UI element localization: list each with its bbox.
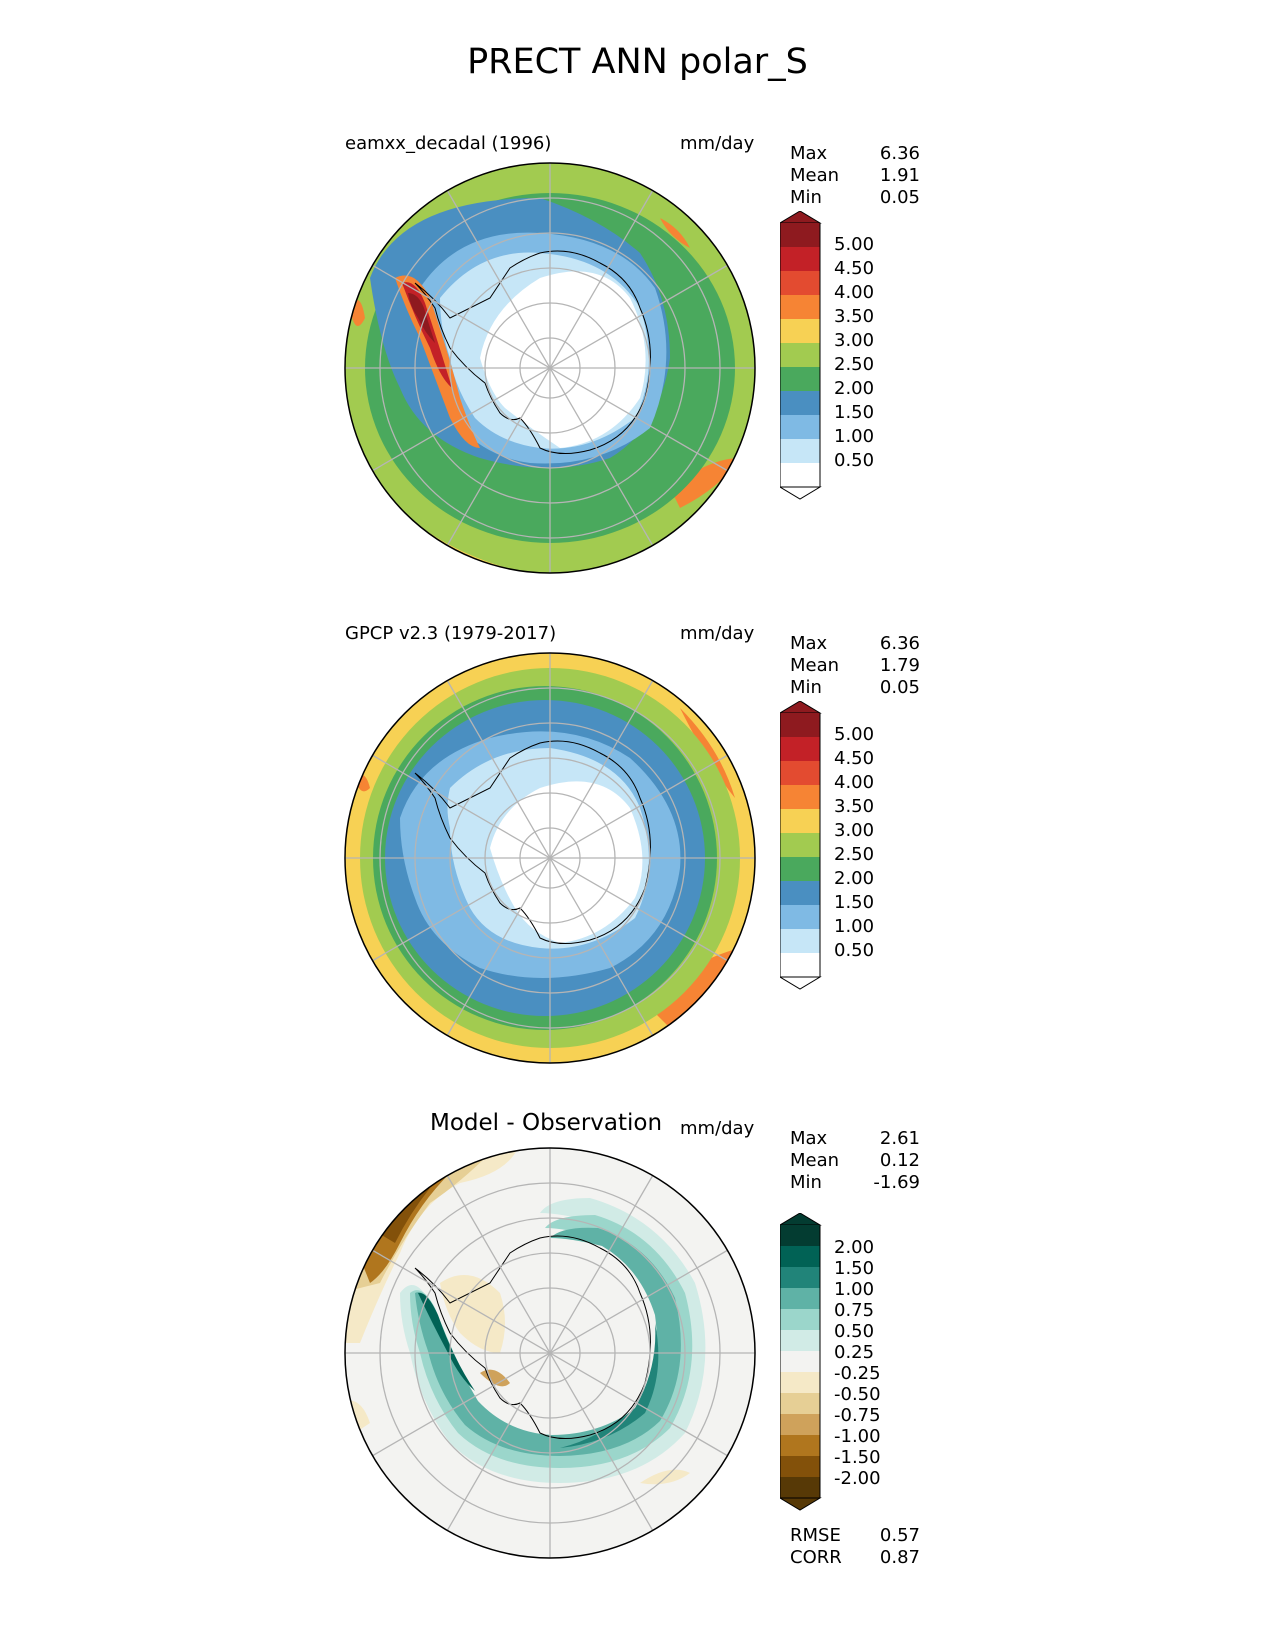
panel-test: eamxx_decadal (1996) mm/day <box>0 133 1275 623</box>
panel-reference: GPCP v2.3 (1979-2017) mm/day <box>0 623 1275 1113</box>
stat-mean: Mean 1.91 <box>790 165 920 186</box>
units-label: mm/day <box>680 623 755 644</box>
difference-field <box>345 1148 755 1558</box>
colorbar-reference <box>780 701 822 990</box>
map-boundary <box>344 652 756 1064</box>
metric-corr: CORR 0.87 <box>790 1547 920 1568</box>
stat-max: Max 6.36 <box>790 633 920 654</box>
colorbar-difference <box>780 1213 822 1511</box>
panel-title: Model - Observation <box>430 1110 663 1136</box>
polar-map-reference <box>344 652 756 1064</box>
polar-map-difference <box>344 1147 756 1559</box>
precip-field <box>345 163 755 573</box>
stat-mean: Mean 0.12 <box>790 1150 920 1171</box>
stats-block: Max 2.61 Mean 0.12 Min -1.69 <box>790 1128 920 1194</box>
stat-min: Min -1.69 <box>790 1172 920 1193</box>
metric-rmse: RMSE 0.57 <box>790 1525 920 1546</box>
stats-block: Max 6.36 Mean 1.91 Min 0.05 <box>790 143 920 209</box>
polar-map-test <box>344 162 756 574</box>
stat-max: Max 2.61 <box>790 1128 920 1149</box>
panel-title: GPCP v2.3 (1979-2017) <box>345 623 557 644</box>
units-label: mm/day <box>680 133 755 154</box>
colorbar-test <box>780 211 822 500</box>
map-boundary <box>344 162 756 574</box>
metrics-block: RMSE 0.57 CORR 0.87 <box>790 1525 920 1569</box>
stat-min: Min 0.05 <box>790 187 920 208</box>
panel-title: eamxx_decadal (1996) <box>345 133 552 154</box>
precip-field <box>345 653 755 1063</box>
units-label: mm/day <box>680 1118 755 1139</box>
figure-title: PRECT ANN polar_S <box>467 42 808 82</box>
stat-min: Min 0.05 <box>790 677 920 698</box>
map-boundary <box>344 1147 756 1559</box>
panel-difference: Model - Observation mm/day <box>0 1110 1275 1608</box>
stat-mean: Mean 1.79 <box>790 655 920 676</box>
stat-max: Max 6.36 <box>790 143 920 164</box>
stats-block: Max 6.36 Mean 1.79 Min 0.05 <box>790 633 920 699</box>
